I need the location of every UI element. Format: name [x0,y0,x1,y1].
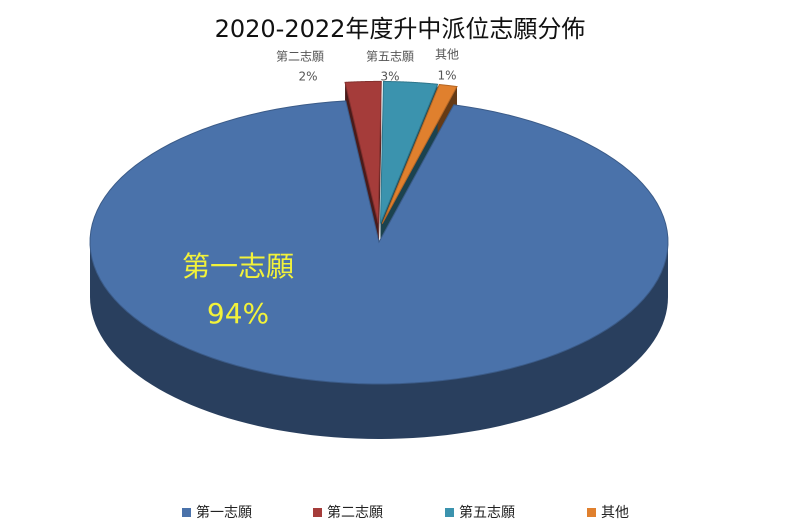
legend-label: 第二志願 [327,504,383,521]
slice-tops [89,80,669,385]
pie-slice [89,100,669,385]
slice-label: 第五志願 [366,50,414,64]
value-label: 1% [437,69,456,83]
pie-slice [344,80,382,224]
slice-side [90,242,668,439]
value-label: 3% [380,70,399,84]
chart-title: 2020-2022年度升中派位志願分佈 [215,15,586,43]
legend-swatch [182,508,191,517]
value-label: 2% [298,70,317,84]
legend-label: 第五志願 [459,504,515,521]
legend-swatch [313,508,322,517]
value-label: 94% [207,297,269,330]
legend-label: 其他 [601,505,629,521]
pie-slice [381,84,458,224]
legend-label: 第一志願 [196,504,252,521]
legend-swatch [587,508,596,517]
pie-slice [379,80,439,224]
slice-label: 第二志願 [276,50,324,64]
slice-label: 第一志願 [182,250,294,283]
legend-swatch [445,508,454,517]
slice-label: 其他 [435,48,459,62]
